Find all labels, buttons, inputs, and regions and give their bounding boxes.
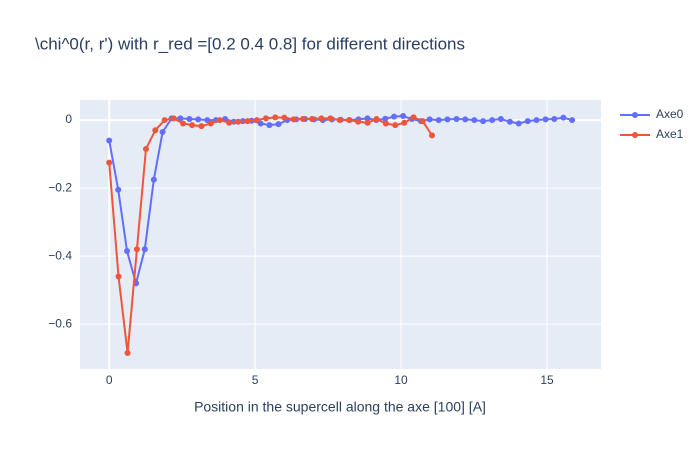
point bbox=[106, 137, 113, 144]
point bbox=[426, 116, 433, 123]
x-tick-label: 0 bbox=[106, 373, 113, 387]
point bbox=[318, 115, 325, 122]
legend-marker bbox=[632, 132, 638, 138]
point bbox=[355, 118, 362, 125]
point bbox=[410, 114, 417, 121]
legend-marker bbox=[632, 112, 638, 118]
point bbox=[290, 116, 297, 123]
point bbox=[364, 115, 371, 122]
point bbox=[226, 119, 233, 126]
point bbox=[195, 116, 202, 123]
point bbox=[327, 115, 334, 122]
point bbox=[159, 128, 166, 135]
marks bbox=[106, 112, 576, 357]
point bbox=[180, 120, 187, 127]
point bbox=[453, 116, 460, 123]
point bbox=[142, 145, 149, 152]
point bbox=[186, 116, 193, 123]
x-axis-title: Position in the supercell along the axe … bbox=[194, 399, 486, 415]
point bbox=[524, 118, 531, 125]
y-tick-label: −0.2 bbox=[48, 180, 72, 194]
point bbox=[253, 117, 260, 124]
point bbox=[115, 273, 122, 280]
point bbox=[401, 119, 408, 126]
point bbox=[435, 117, 442, 124]
point bbox=[266, 122, 273, 129]
point bbox=[346, 117, 353, 124]
point bbox=[391, 113, 398, 120]
y-tick-label: −0.4 bbox=[48, 248, 72, 262]
plot-area bbox=[80, 100, 601, 369]
point bbox=[198, 123, 205, 130]
point bbox=[506, 118, 513, 125]
point bbox=[170, 115, 177, 122]
point bbox=[123, 247, 130, 254]
y-tick-label: −0.6 bbox=[48, 316, 72, 330]
point bbox=[373, 116, 380, 123]
point bbox=[480, 118, 487, 125]
point bbox=[207, 120, 214, 127]
point bbox=[106, 159, 113, 166]
point bbox=[336, 117, 343, 124]
point bbox=[141, 246, 148, 253]
point bbox=[133, 246, 140, 253]
point bbox=[262, 115, 269, 122]
point bbox=[515, 120, 522, 127]
point bbox=[281, 114, 288, 121]
point bbox=[244, 118, 251, 125]
x-tick-label: 15 bbox=[540, 373, 554, 387]
grid: 0 −0.2 −0.4 −0.6 0 5 10 15 bbox=[48, 100, 601, 387]
point bbox=[364, 119, 371, 126]
point bbox=[497, 116, 504, 123]
legend-label: Axe1 bbox=[656, 127, 684, 141]
point bbox=[489, 117, 496, 124]
x-tick-label: 10 bbox=[394, 373, 408, 387]
point bbox=[272, 114, 279, 121]
point bbox=[177, 115, 184, 122]
chart-title: \chi^0(r, r') with r_red =[0.2 0.4 0.8] … bbox=[35, 34, 465, 53]
point bbox=[152, 127, 159, 134]
point bbox=[189, 122, 196, 129]
point bbox=[462, 116, 469, 123]
point bbox=[419, 118, 426, 125]
legend-label: Axe0 bbox=[656, 107, 684, 121]
point bbox=[444, 116, 451, 123]
point bbox=[569, 117, 576, 124]
point bbox=[560, 114, 567, 121]
point bbox=[392, 122, 399, 129]
x-tick-label: 5 bbox=[252, 373, 259, 387]
y-tick-label: 0 bbox=[65, 112, 72, 126]
point bbox=[542, 116, 549, 123]
point bbox=[429, 132, 436, 139]
point bbox=[161, 117, 168, 124]
point bbox=[235, 118, 242, 125]
point bbox=[382, 120, 389, 127]
point bbox=[533, 117, 540, 124]
point bbox=[309, 116, 316, 123]
point bbox=[216, 117, 223, 124]
point bbox=[400, 112, 407, 119]
point bbox=[124, 350, 131, 357]
point bbox=[471, 117, 478, 124]
point bbox=[275, 121, 282, 128]
point bbox=[551, 116, 558, 123]
point bbox=[115, 186, 122, 193]
legend: Axe0 Axe1 bbox=[620, 107, 684, 141]
point bbox=[150, 176, 157, 183]
point bbox=[299, 116, 306, 123]
point bbox=[382, 115, 389, 122]
